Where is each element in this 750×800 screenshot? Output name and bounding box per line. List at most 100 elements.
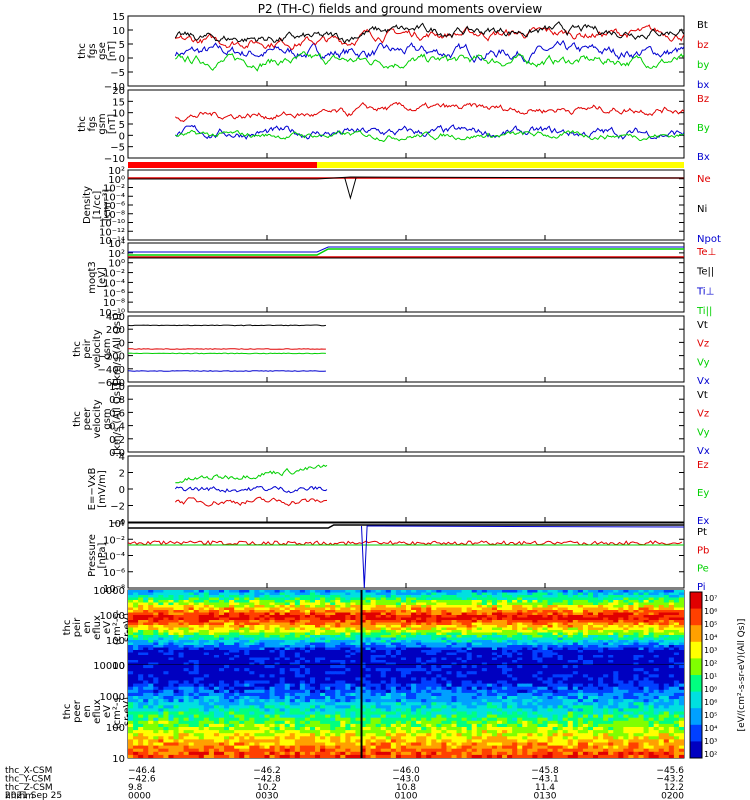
heatmap-cell bbox=[340, 602, 346, 606]
heatmap-cell bbox=[638, 668, 645, 672]
heatmap-cell bbox=[345, 668, 351, 672]
heatmap-cell bbox=[385, 662, 392, 665]
heatmap-cell bbox=[481, 607, 488, 611]
heatmap-cell bbox=[355, 686, 362, 691]
heatmap-cell bbox=[274, 642, 281, 646]
heatmap-cell bbox=[532, 600, 539, 604]
heatmap-cell bbox=[345, 692, 351, 697]
heatmap-cell bbox=[502, 674, 508, 678]
heatmap-cell bbox=[486, 590, 493, 594]
heatmap-cell bbox=[552, 671, 559, 675]
heatmap-cell bbox=[143, 622, 149, 626]
heatmap-cell bbox=[552, 657, 559, 661]
heatmap-cell bbox=[552, 677, 559, 682]
heatmap-cell bbox=[239, 642, 245, 646]
heatmap-cell bbox=[385, 617, 392, 621]
legend-Pb: Pb bbox=[697, 545, 709, 556]
heatmap-cell bbox=[517, 620, 523, 624]
heatmap-cell bbox=[178, 615, 185, 619]
heatmap-cell bbox=[143, 665, 149, 669]
heatmap-cell bbox=[178, 642, 185, 646]
heatmap-cell bbox=[320, 632, 326, 636]
heatmap-cell bbox=[608, 652, 614, 656]
heatmap-cell bbox=[244, 595, 250, 599]
heatmap-cell bbox=[133, 617, 139, 621]
heatmap-cell bbox=[603, 630, 609, 634]
heatmap-cell bbox=[587, 677, 594, 682]
heatmap-cell bbox=[370, 620, 377, 624]
heatmap-cell bbox=[456, 600, 463, 604]
heatmap-cell bbox=[608, 645, 614, 649]
heatmap-cell bbox=[400, 699, 407, 703]
heatmap-cell bbox=[264, 595, 271, 599]
legend-Ni: Ni bbox=[697, 204, 707, 215]
heatmap-cell bbox=[320, 597, 326, 601]
heatmap-cell bbox=[512, 665, 518, 669]
heatmap-cell bbox=[653, 699, 660, 703]
heatmap-cell bbox=[163, 640, 170, 644]
heatmap-cell bbox=[512, 625, 518, 629]
heatmap-cell bbox=[512, 592, 518, 596]
heatmap-cell bbox=[208, 696, 215, 700]
heatmap-cell bbox=[633, 635, 640, 639]
heatmap-cell bbox=[638, 696, 645, 700]
heatmap-cell bbox=[355, 622, 362, 626]
heatmap-cell bbox=[330, 640, 336, 644]
heatmap-cell bbox=[668, 637, 675, 641]
heatmap-cell bbox=[299, 645, 306, 649]
heatmap-cell bbox=[218, 590, 225, 594]
heatmap-cell bbox=[370, 640, 377, 644]
heatmap-cell bbox=[436, 674, 442, 678]
heatmap-cell bbox=[456, 637, 463, 641]
heatmap-cell bbox=[658, 647, 665, 651]
heatmap-cell bbox=[183, 625, 190, 629]
heatmap-cell bbox=[375, 620, 382, 624]
heatmap-cell bbox=[380, 696, 387, 700]
heatmap-cell bbox=[461, 689, 468, 694]
heatmap-cell bbox=[547, 642, 554, 646]
heatmap-cell bbox=[532, 620, 539, 624]
heatmap-cell bbox=[213, 607, 220, 611]
heatmap-cell bbox=[426, 625, 432, 629]
heatmap-cell bbox=[370, 635, 377, 639]
heatmap-cell bbox=[567, 677, 574, 682]
heatmap-cell bbox=[593, 622, 599, 626]
heatmap-cell bbox=[557, 597, 564, 601]
panel-frame bbox=[127, 522, 685, 589]
heatmap-cell bbox=[673, 650, 680, 654]
heatmap-cell bbox=[582, 625, 589, 629]
heatmap-cell bbox=[658, 597, 665, 601]
heatmap-cell bbox=[304, 605, 311, 609]
heatmap-cell bbox=[613, 635, 619, 639]
heatmap-cell bbox=[502, 699, 508, 703]
heatmap-cell bbox=[628, 600, 635, 604]
heatmap-cell bbox=[512, 655, 518, 659]
heatmap-cell bbox=[567, 652, 574, 656]
heatmap-cell bbox=[325, 683, 331, 688]
heatmap-cell bbox=[370, 617, 377, 621]
heatmap-cell bbox=[557, 600, 564, 604]
heatmap-cell bbox=[254, 662, 261, 665]
heatmap-cell bbox=[224, 612, 230, 616]
heatmap-cell bbox=[441, 677, 448, 682]
heatmap-cell bbox=[522, 620, 528, 624]
heatmap-cell bbox=[598, 627, 604, 631]
heatmap-cell bbox=[598, 662, 604, 665]
heatmap-cell bbox=[148, 620, 154, 624]
heatmap-cell bbox=[294, 662, 301, 665]
heatmap-cell bbox=[188, 640, 195, 644]
heatmap-cell bbox=[335, 677, 341, 682]
heatmap-cell bbox=[128, 615, 134, 619]
heatmap-cell bbox=[128, 655, 134, 659]
heatmap-cell bbox=[613, 630, 619, 634]
heatmap-cell bbox=[507, 595, 513, 599]
heatmap-cell bbox=[279, 665, 286, 669]
heatmap-cell bbox=[385, 668, 392, 672]
heatmap-cell bbox=[133, 605, 139, 609]
heatmap-cell bbox=[350, 640, 357, 644]
heatmap-cell bbox=[663, 647, 670, 651]
heatmap-cell bbox=[648, 640, 655, 644]
series-Vy bbox=[128, 352, 326, 355]
heatmap-cell bbox=[481, 592, 488, 596]
heatmap-cell bbox=[486, 689, 493, 694]
